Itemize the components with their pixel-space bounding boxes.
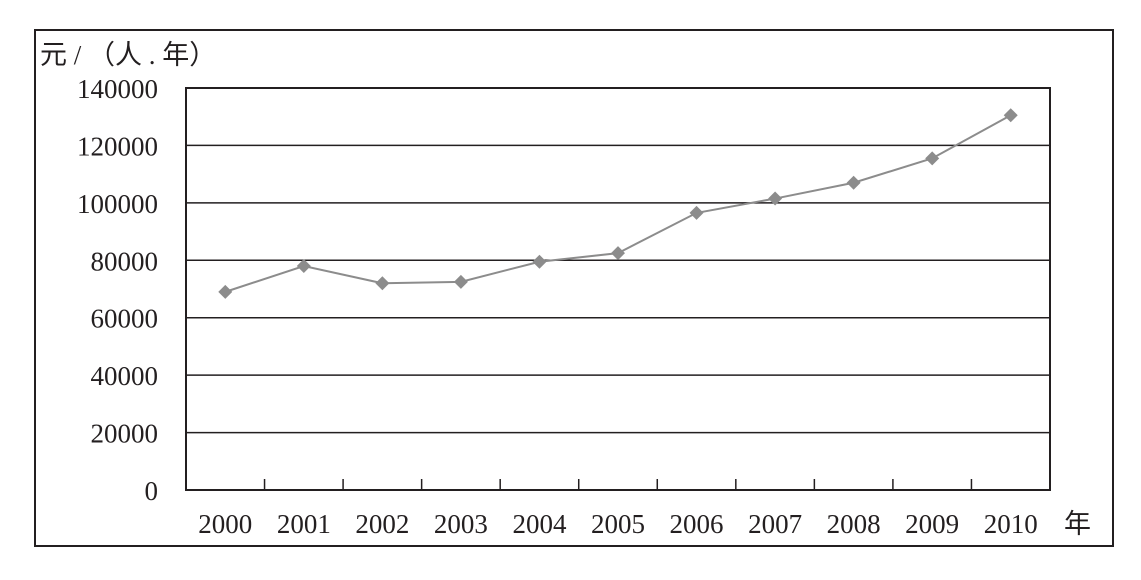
data-markers	[218, 108, 1018, 299]
y-tick-label: 20000	[91, 419, 159, 449]
data-point-marker	[453, 274, 468, 289]
x-axis-tick-labels: 2000 2001 2002 2003 2004 2005 2006 2007 2008 2009…	[198, 509, 1037, 539]
x-tick-label: 2009	[905, 509, 959, 539]
grid-lines	[186, 144, 1050, 434]
x-axis-unit-label: 年	[1064, 509, 1091, 539]
data-point-marker	[846, 175, 861, 190]
x-tick-label: 2008	[827, 509, 881, 539]
data-point-marker	[768, 191, 783, 206]
data-point-marker	[1003, 108, 1018, 123]
y-tick-label: 80000	[91, 246, 159, 276]
chart-frame	[34, 29, 1114, 547]
data-point-marker	[925, 151, 940, 166]
x-tick-label: 2003	[434, 509, 488, 539]
y-tick-label: 100000	[77, 189, 158, 219]
data-point-marker	[218, 284, 233, 299]
y-axis-tick-labels: 0 20000 40000 60000 80000 100000 120000 140000	[77, 74, 158, 506]
data-point-marker	[689, 205, 704, 220]
x-tick-label: 2002	[355, 509, 409, 539]
x-tick-label: 2004	[512, 509, 567, 539]
data-point-marker	[532, 254, 547, 269]
y-axis-title: 元 / （人 . 年）	[40, 40, 216, 70]
x-tick-label: 2000	[198, 509, 252, 539]
x-axis-ticks	[263, 479, 973, 490]
x-tick-label: 2001	[277, 509, 331, 539]
data-point-marker	[296, 259, 311, 274]
x-tick-label: 2007	[748, 509, 802, 539]
y-tick-label: 40000	[91, 361, 159, 391]
x-tick-label: 2010	[984, 509, 1038, 539]
y-tick-label: 0	[145, 476, 159, 506]
x-tick-label: 2006	[670, 509, 724, 539]
data-point-marker	[375, 276, 390, 291]
data-point-marker	[611, 246, 625, 261]
y-tick-label: 140000	[77, 74, 158, 104]
x-tick-label: 2005	[591, 509, 645, 539]
y-tick-label: 120000	[77, 131, 158, 161]
plot-area	[185, 87, 1051, 491]
y-tick-label: 60000	[91, 304, 159, 334]
